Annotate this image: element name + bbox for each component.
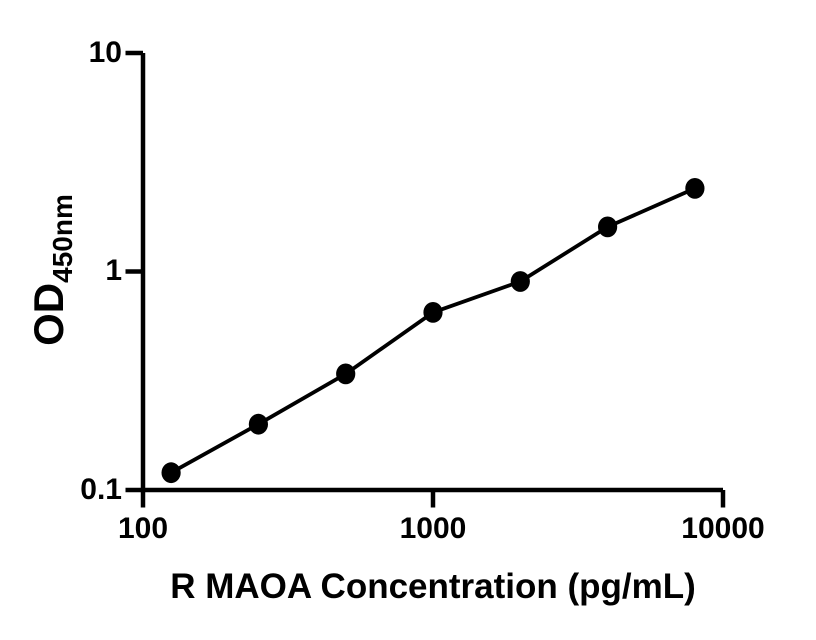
- x-axis-title: R MAOA Concentration (pg/mL): [170, 567, 696, 606]
- y-axis-title-subscript: 450nm: [47, 194, 78, 283]
- x-tick-label-100: 100: [117, 512, 169, 545]
- y-tick-label-0-1: 0.1: [80, 473, 122, 506]
- data-point-marker: [598, 216, 618, 238]
- axis-frame: [140, 53, 723, 493]
- data-point-marker: [685, 178, 705, 199]
- y-tick-label-10: 10: [88, 36, 122, 69]
- x-tick-label-10000: 10000: [681, 512, 765, 545]
- data-point-marker: [161, 462, 181, 484]
- data-point-marker: [510, 271, 530, 292]
- data-point-marker: [336, 363, 356, 385]
- y-tick-label-1: 1: [105, 254, 122, 287]
- data-point-marker: [423, 302, 443, 323]
- y-axis-title: OD450nm: [25, 194, 79, 346]
- x-tick-label-1000: 1000: [399, 512, 467, 545]
- y-axis-title-main: OD: [25, 282, 72, 346]
- data-point-marker: [248, 413, 268, 435]
